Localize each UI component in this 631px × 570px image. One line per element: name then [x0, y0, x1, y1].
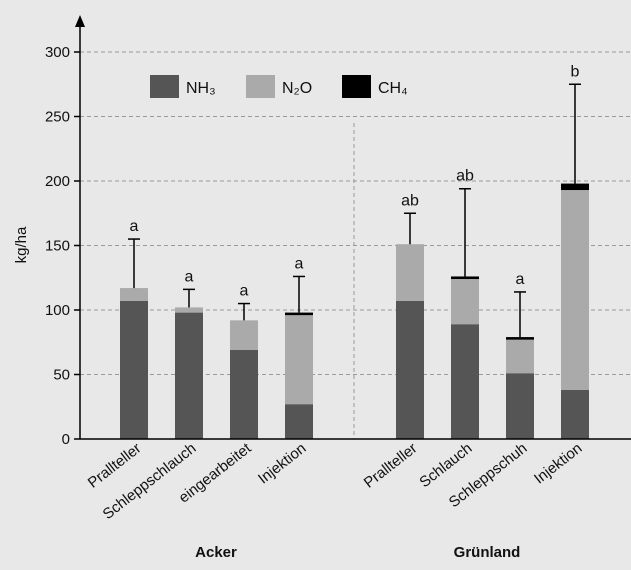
bar-segment-nh3-7 — [561, 389, 589, 439]
y-tick-label: 150 — [45, 238, 70, 255]
bar-segment-ch4-7 — [561, 183, 589, 191]
bars — [120, 183, 589, 439]
bar-segment-n2o-6 — [506, 339, 534, 374]
bar-segment-nh3-4 — [396, 300, 424, 439]
bar-segment-ch4-6 — [506, 337, 534, 340]
x-tick-label: Injektion — [255, 440, 309, 488]
legend-swatch-ch4 — [342, 75, 371, 98]
significance-letter: a — [295, 255, 304, 272]
bar-segment-nh3-5 — [451, 324, 479, 439]
significance-letter: a — [516, 271, 525, 288]
legend-label: N₂O — [282, 80, 312, 97]
legend: NH₃ N₂O CH₄ — [150, 75, 408, 98]
y-axis-label: kg/ha — [13, 226, 30, 263]
bar-segment-nh3-6 — [506, 373, 534, 439]
bar-segment-ch4-3 — [285, 312, 313, 316]
legend-label: CH₄ — [378, 80, 408, 97]
bar-segment-nh3-3 — [285, 404, 313, 439]
group-label: Acker — [195, 544, 237, 561]
significance-letter: ab — [456, 168, 474, 185]
legend-label: NH₃ — [186, 80, 216, 97]
legend-swatch-nh3 — [150, 75, 179, 98]
bar-segment-n2o-5 — [451, 279, 479, 325]
bar-segment-nh3-0 — [120, 300, 148, 439]
y-tick-label: 300 — [45, 44, 70, 61]
y-tick-label: 0 — [62, 431, 70, 448]
bar-segment-n2o-3 — [285, 315, 313, 405]
x-tick-label: Prallteller — [361, 440, 421, 492]
x-tick-label: Injektion — [531, 440, 585, 488]
bar-segment-n2o-1 — [175, 307, 203, 313]
grid-lines — [80, 51, 631, 439]
y-tick-label: 200 — [45, 173, 70, 190]
bar-segment-n2o-7 — [561, 190, 589, 390]
bar-segment-nh3-2 — [230, 349, 258, 439]
legend-swatch-n2o — [246, 75, 275, 98]
error-bars — [128, 83, 581, 338]
significance-letter: a — [240, 283, 249, 300]
group-label: Grünland — [454, 544, 521, 561]
y-axis-arrow — [75, 15, 85, 27]
bar-segment-n2o-4 — [396, 244, 424, 301]
bar-segment-n2o-2 — [230, 320, 258, 350]
significance-letter: a — [185, 268, 194, 285]
significance-letter: ab — [401, 192, 419, 209]
bar-segment-ch4-5 — [451, 276, 479, 280]
y-tick-label: 50 — [53, 367, 70, 384]
bar-segment-n2o-0 — [120, 288, 148, 301]
x-tick-label: Schleppschlauch — [100, 440, 200, 523]
bar-segment-nh3-1 — [175, 312, 203, 439]
significance-letter: b — [571, 63, 580, 80]
axes — [74, 15, 631, 440]
significance-letter: a — [130, 218, 139, 235]
y-tick-label: 100 — [45, 302, 70, 319]
y-tick-label: 250 — [45, 109, 70, 126]
